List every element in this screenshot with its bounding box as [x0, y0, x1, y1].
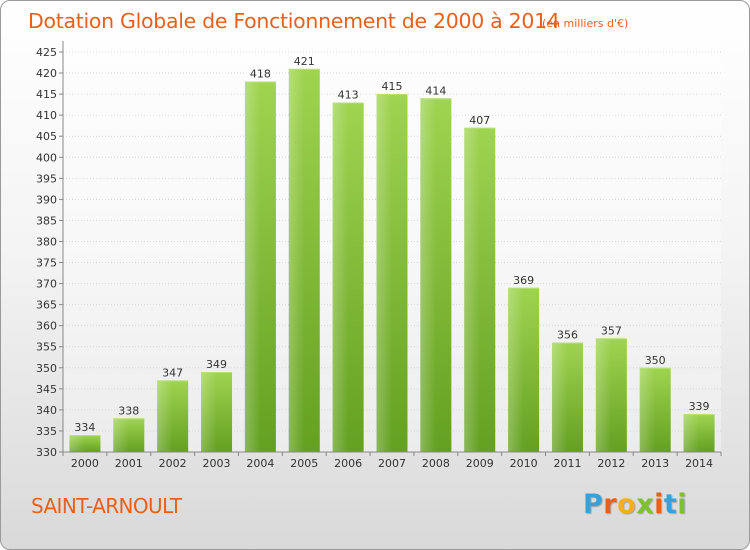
logo-letter: i	[654, 489, 664, 520]
y-tick-label: 345	[36, 383, 57, 396]
data-label: 413	[338, 89, 359, 102]
x-tick-label: 2002	[159, 457, 187, 470]
logo-letter: o	[617, 489, 637, 520]
x-tick-label: 2010	[510, 457, 538, 470]
data-label: 418	[250, 67, 271, 80]
data-label: 414	[425, 84, 446, 97]
bar-highlight	[69, 435, 85, 452]
data-label: 334	[74, 421, 95, 434]
proxiti-logo: Proxiti	[583, 489, 687, 520]
data-label: 415	[382, 80, 403, 93]
x-tick-label: 2007	[378, 457, 406, 470]
y-tick-label: 365	[36, 299, 57, 312]
y-tick-label: 405	[36, 130, 57, 143]
y-tick-label: 380	[36, 235, 57, 248]
data-label: 349	[206, 358, 227, 371]
data-label: 350	[645, 354, 666, 367]
x-tick-label: 2000	[71, 457, 99, 470]
x-tick-label: 2013	[641, 457, 669, 470]
x-tick-label: 2004	[246, 457, 274, 470]
bar-highlight	[376, 94, 392, 453]
y-tick-label: 415	[36, 88, 57, 101]
y-tick-label: 420	[36, 67, 57, 80]
x-tick-label: 2006	[334, 457, 362, 470]
data-label: 347	[162, 366, 183, 379]
data-label: 407	[469, 114, 490, 127]
chart-title: Dotation Globale de Fonctionnement de 20…	[28, 9, 560, 33]
bar-highlight	[113, 418, 129, 452]
y-tick-label: 340	[36, 404, 57, 417]
y-tick-label: 400	[36, 151, 57, 164]
y-tick-label: 390	[36, 193, 57, 206]
bar-highlight	[595, 338, 612, 452]
bar-highlight	[157, 380, 173, 452]
bar-highlight	[551, 342, 568, 452]
y-tick-label: 375	[36, 257, 57, 270]
data-label: 356	[557, 329, 578, 342]
x-tick-label: 2012	[597, 457, 625, 470]
bar-highlight	[201, 372, 217, 452]
y-tick-label: 410	[36, 109, 57, 122]
y-tick-label: 350	[36, 362, 57, 375]
bar-highlight	[508, 287, 524, 452]
logo-letter: r	[603, 489, 618, 520]
x-tick-label: 2011	[553, 457, 581, 470]
data-label: 421	[294, 55, 315, 68]
y-tick-label: 425	[36, 46, 57, 59]
bar-highlight	[639, 367, 656, 452]
x-tick-label: 2003	[203, 457, 231, 470]
data-label: 357	[601, 324, 622, 337]
x-tick-label: 2008	[422, 457, 450, 470]
bar-highlight	[464, 127, 480, 452]
bar-highlight	[683, 414, 700, 452]
y-tick-label: 360	[36, 320, 57, 333]
y-tick-label: 385	[36, 214, 57, 227]
bar-highlight	[244, 81, 261, 452]
bar-highlight	[332, 102, 349, 453]
data-label: 339	[689, 400, 710, 413]
y-tick-label: 395	[36, 172, 57, 185]
logo-letter: t	[663, 489, 678, 520]
y-tick-label: 335	[36, 425, 57, 438]
bar-highlight	[288, 68, 305, 452]
logo-letter: P	[583, 489, 604, 520]
logo-letter: i	[677, 489, 688, 520]
bar-highlight	[420, 98, 436, 452]
x-tick-label: 2005	[290, 457, 318, 470]
data-label: 369	[513, 274, 534, 287]
data-label: 338	[118, 404, 139, 417]
x-tick-label: 2001	[115, 457, 143, 470]
y-tick-label: 355	[36, 341, 57, 354]
x-tick-label: 2009	[466, 457, 494, 470]
logo-letter: x	[636, 489, 655, 520]
x-tick-label: 2014	[685, 457, 713, 470]
y-tick-label: 330	[36, 446, 57, 459]
y-tick-label: 370	[36, 278, 57, 291]
commune-name: SAINT-ARNOULT	[31, 494, 182, 518]
chart-subtitle: (en milliers d'€)	[542, 17, 629, 30]
